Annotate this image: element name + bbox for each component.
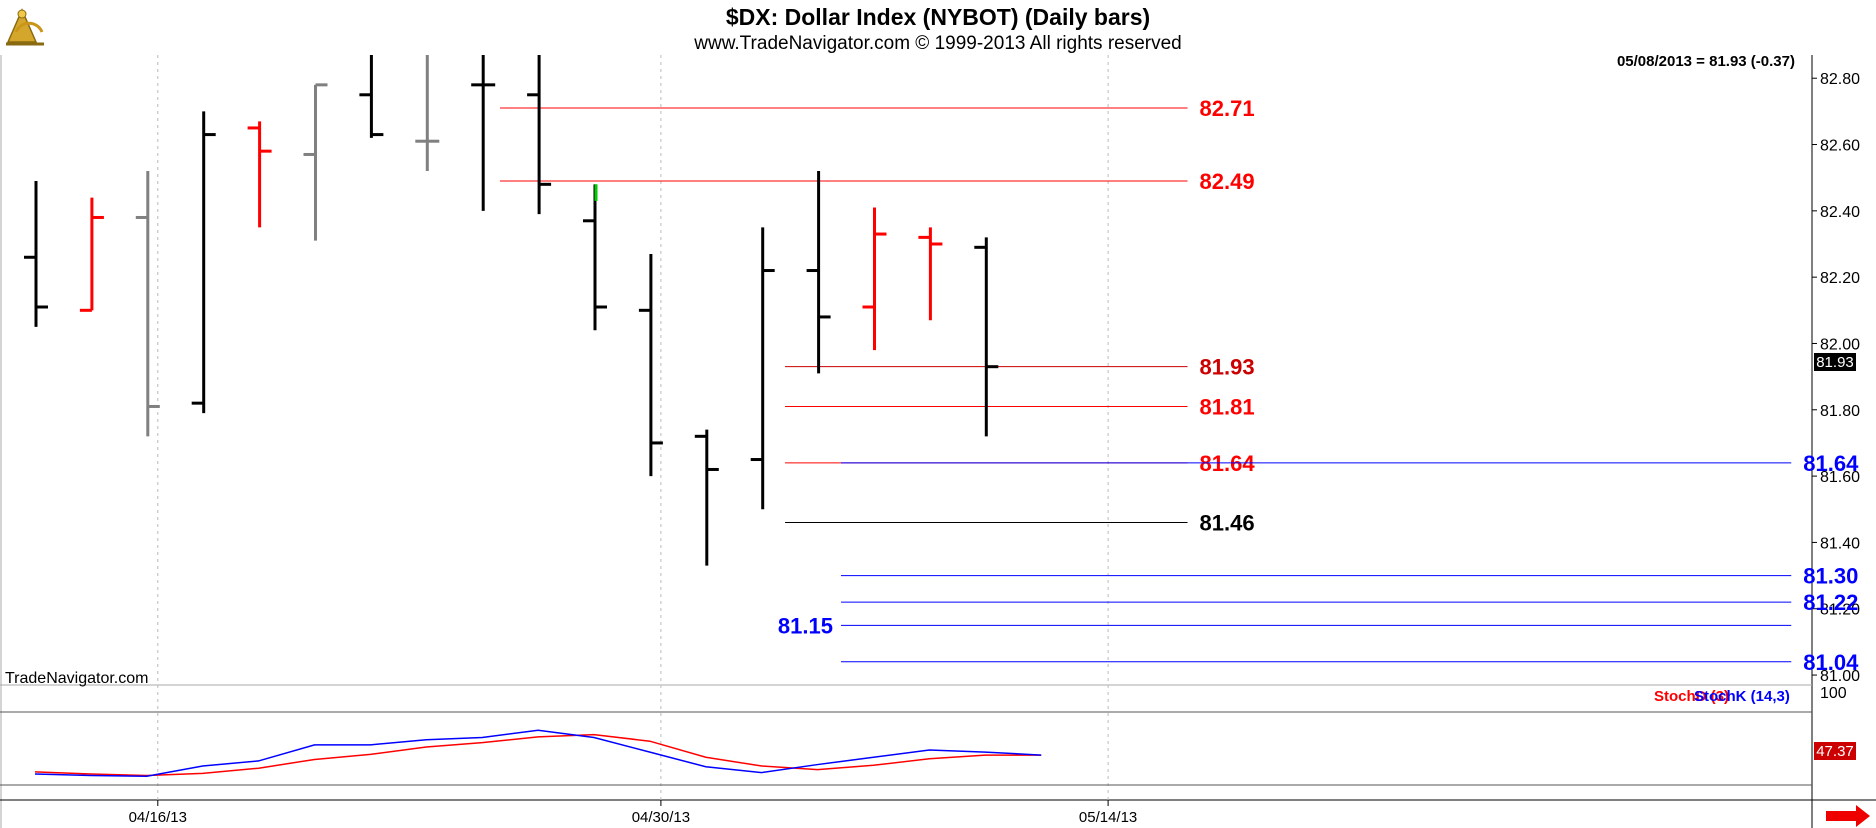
level-label: 81.46 (1200, 511, 1255, 536)
brand-label: TradeNavigator.com (5, 670, 148, 687)
y-tick-label: 82.40 (1820, 204, 1860, 221)
right-arrow-icon[interactable] (1826, 805, 1870, 827)
stoch-badge: 47.37 (1814, 742, 1856, 760)
legend-stochD: StochD (3) (1654, 688, 1729, 705)
x-tick-label: 04/16/13 (129, 809, 187, 826)
level-label: 81.93 (1200, 355, 1255, 380)
level-label: 81.15 (778, 613, 833, 638)
ohlc-bar (415, 55, 440, 172)
ohlc-bar (638, 253, 663, 477)
ohlc-bar (806, 171, 831, 374)
y-tick-label: 82.80 (1820, 71, 1860, 88)
x-tick-label: 05/14/13 (1079, 809, 1137, 826)
level-label: 82.49 (1200, 169, 1255, 194)
y-tick-label: 82.00 (1820, 336, 1860, 353)
y-tick-label: 81.00 (1820, 668, 1860, 685)
last-quote: 05/08/2013 = 81.93 (-0.37) (1617, 53, 1795, 70)
ohlc-bar (359, 55, 384, 138)
ohlc-bar (974, 237, 999, 437)
level-label: 82.71 (1200, 96, 1255, 121)
svg-text:81.93: 81.93 (1816, 354, 1854, 371)
y-tick-label: 82.20 (1820, 270, 1860, 287)
ohlc-bar (918, 227, 943, 321)
ohlc-bar (862, 207, 887, 351)
level-label: 81.22 (1803, 590, 1858, 615)
y-tick-label: 81.40 (1820, 535, 1860, 552)
level-label: 81.30 (1803, 564, 1858, 589)
ohlc-bar (79, 197, 104, 312)
x-tick-label: 04/30/13 (632, 809, 690, 826)
grid (157, 55, 1109, 800)
stoch-line (34, 729, 1042, 777)
stochastic-panel (0, 711, 1812, 786)
level-label: 81.04 (1803, 650, 1859, 675)
y-tick-label: 81.60 (1820, 469, 1860, 486)
ohlc-bar (527, 55, 552, 215)
stoch-top-label: 100 (1820, 685, 1847, 702)
copyright-line: www.TradeNavigator.com © 1999-2013 All r… (693, 33, 1181, 54)
y-tick-label: 82.60 (1820, 138, 1860, 155)
ohlc-bar (191, 111, 216, 414)
legend-stochK: StochK (14,3) (1694, 688, 1790, 705)
ohlc-bar (694, 429, 719, 566)
price-badge: 81.93 (1814, 353, 1856, 371)
ohlc-bar (24, 181, 48, 327)
ohlc-bar (247, 121, 272, 228)
price-bars (24, 55, 999, 566)
level-label: 81.81 (1200, 394, 1255, 419)
level-label: 81.64 (1803, 451, 1859, 476)
stoch-line (34, 733, 1042, 777)
svg-text:47.37: 47.37 (1816, 743, 1854, 760)
levels: 82.7182.4981.9381.8181.6481.4681.6481.30… (499, 96, 1859, 675)
x-axis: 04/16/13 04/30/13 05/14/13 (129, 800, 1137, 826)
ohlc-bar (303, 83, 328, 241)
chart-title: $DX: Dollar Index (NYBOT) (Daily bars) (726, 4, 1150, 30)
ohlc-bar (750, 227, 775, 510)
ohlc-bar (583, 184, 607, 331)
y-tick-label: 81.80 (1820, 403, 1860, 420)
ohlc-bar (471, 55, 496, 211)
y-axis: 82.80 82.60 82.40 82.20 82.00 81.80 81.60 81.40… (1812, 71, 1860, 685)
y-tick-label: 81.20 (1820, 602, 1860, 619)
sextant-logo-icon (6, 8, 44, 46)
ohlc-bar (135, 171, 160, 437)
